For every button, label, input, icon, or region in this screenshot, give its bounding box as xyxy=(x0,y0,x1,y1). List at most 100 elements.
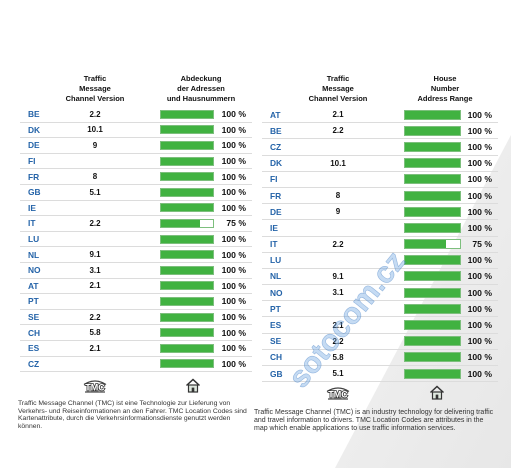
coverage-percent: 100 % xyxy=(467,255,492,266)
tmc-version: 2.2 xyxy=(332,239,344,249)
coverage-bar-fill xyxy=(405,142,460,151)
header-tmc-version: Traffic Message Channel Version xyxy=(56,74,134,104)
coverage-bar-fill xyxy=(161,329,213,337)
country-code: SE xyxy=(270,336,282,347)
coverage-percent: 100 % xyxy=(467,303,492,314)
coverage-bar-fill xyxy=(405,369,460,378)
table-row: BE 2.2 100 % xyxy=(262,123,498,140)
tmc-version: 3.1 xyxy=(89,265,101,275)
country-code: FR xyxy=(28,171,40,182)
coverage-percent: 100 % xyxy=(221,187,246,198)
table-header: Traffic Message Channel Version Abdeckun… xyxy=(20,74,252,107)
header-house-number-range: House Number Address Range xyxy=(404,74,486,104)
table-row: IE 100 % xyxy=(20,201,252,217)
coverage-bar-fill xyxy=(405,240,447,249)
column-icons: TMC xyxy=(262,382,498,409)
coverage-bar xyxy=(404,352,461,363)
tmc-version xyxy=(298,139,378,154)
coverage-bar-cell xyxy=(378,317,462,332)
tmc-version: 2.1 xyxy=(89,281,101,291)
coverage-bar-cell xyxy=(134,154,218,169)
tmc-version: 2.2 xyxy=(89,218,101,228)
tmc-version: 3.1 xyxy=(332,288,344,298)
coverage-bar-cell xyxy=(378,350,462,365)
coverage-percent: 100 % xyxy=(467,125,492,136)
coverage-bar-cell xyxy=(378,204,462,219)
tmc-version: 9.1 xyxy=(332,271,344,281)
coverage-bar-cell xyxy=(378,366,462,381)
country-code: PT xyxy=(270,303,281,314)
coverage-bar-fill xyxy=(405,337,460,346)
coverage-bar-cell xyxy=(378,123,462,138)
table-row: AT 2.1 100 % xyxy=(20,279,252,295)
tmc-version: 10.1 xyxy=(330,158,346,168)
tmc-version xyxy=(56,357,134,372)
coverage-bar-cell xyxy=(378,253,462,268)
tmc-version: 9.1 xyxy=(89,250,101,260)
coverage-percent: 100 % xyxy=(467,320,492,331)
tmc-version: 2.1 xyxy=(332,320,344,330)
tmc-version: 2.2 xyxy=(332,126,344,136)
country-code: GB xyxy=(28,187,41,198)
coverage-percent: 100 % xyxy=(221,171,246,182)
coverage-bar-fill xyxy=(161,344,213,352)
coverage-bar-cell xyxy=(134,310,218,325)
coverage-bar-cell xyxy=(134,169,218,184)
coverage-bar-cell xyxy=(134,185,218,200)
tmc-version xyxy=(298,172,378,187)
coverage-bar xyxy=(404,109,461,120)
coverage-bar-fill xyxy=(161,141,213,149)
tmc-version: 2.2 xyxy=(89,312,101,322)
table-row: CZ 100 % xyxy=(262,139,498,156)
house-icon xyxy=(429,385,445,400)
table-row: CZ 100 % xyxy=(20,357,252,373)
country-code: IE xyxy=(28,202,36,213)
table-row: IT 2.2 75 % xyxy=(20,216,252,232)
coverage-bar-cell xyxy=(134,247,218,262)
tmc-version xyxy=(56,294,134,309)
tmc-version: 8 xyxy=(335,191,341,201)
table-row: DE 9 100 % xyxy=(20,138,252,154)
coverage-bar xyxy=(404,336,461,347)
country-code: NO xyxy=(28,265,41,276)
coverage-bar xyxy=(160,234,214,244)
coverage-bar-fill xyxy=(161,219,200,227)
coverage-bar-fill xyxy=(161,126,213,134)
coverage-percent: 100 % xyxy=(467,336,492,347)
coverage-bar-fill xyxy=(161,235,213,243)
table-row: IT 2.2 75 % xyxy=(262,237,498,253)
header-line: Message xyxy=(79,84,111,93)
tmc-version: 2.2 xyxy=(332,336,344,346)
coverage-bar xyxy=(404,125,461,136)
coverage-bar-fill xyxy=(161,360,213,368)
tmc-version: 5.8 xyxy=(332,352,344,362)
header-line: Traffic xyxy=(83,74,107,83)
coverage-bar-fill xyxy=(405,256,460,265)
coverage-bar-cell xyxy=(378,188,462,203)
country-code: DK xyxy=(28,124,41,135)
coverage-percent: 100 % xyxy=(221,280,246,291)
country-code: LU xyxy=(28,234,40,245)
coverage-bar xyxy=(404,174,461,185)
table-row: GB 5.1 100 % xyxy=(262,366,498,383)
coverage-percent: 100 % xyxy=(221,109,246,120)
table-row: PT 100 % xyxy=(20,294,252,310)
coverage-bar-cell xyxy=(378,334,462,349)
coverage-bar-fill xyxy=(405,272,460,281)
table-row: NO 3.1 100 % xyxy=(20,263,252,279)
country-code: CZ xyxy=(28,358,40,369)
country-code: IE xyxy=(270,222,278,233)
coverage-percent: 100 % xyxy=(221,358,246,369)
coverage-percent: 100 % xyxy=(467,206,492,217)
coverage-bar-cell xyxy=(378,107,462,122)
coverage-bar-cell xyxy=(378,285,462,300)
country-code: NL xyxy=(270,271,282,282)
tmc-logo: TMC xyxy=(326,387,350,400)
table-row: GB 5.1 100 % xyxy=(20,185,252,201)
coverage-bar-fill xyxy=(405,321,460,330)
coverage-bar-cell xyxy=(134,232,218,247)
coverage-bar-fill xyxy=(405,110,460,119)
table-row: ES 2.1 100 % xyxy=(262,317,498,334)
coverage-bar-fill xyxy=(405,159,460,168)
